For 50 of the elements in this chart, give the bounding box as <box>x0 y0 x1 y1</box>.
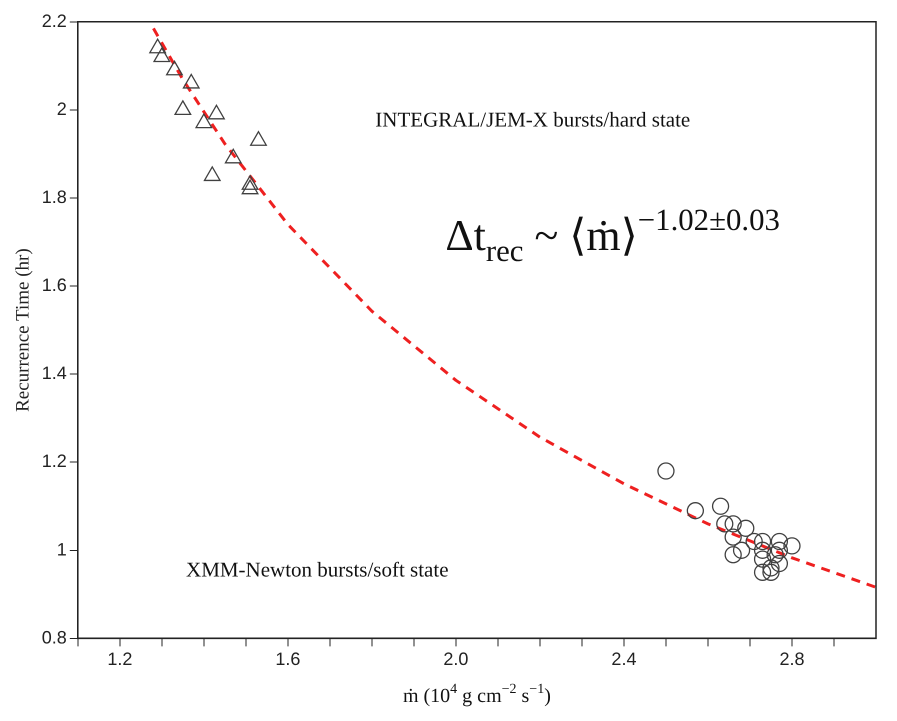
point <box>208 104 225 120</box>
point <box>686 502 704 520</box>
annotation: INTEGRAL/JEM-X bursts/hard state <box>375 108 690 132</box>
point <box>724 528 742 546</box>
point <box>783 537 801 555</box>
point <box>724 546 742 564</box>
annotation: XMM-Newton bursts/soft state <box>186 558 449 582</box>
point <box>224 148 242 164</box>
point <box>754 542 772 559</box>
y-tick-label: 2.2 <box>42 10 67 31</box>
y-tick-label: 1.4 <box>42 363 67 384</box>
x-tick-label: 1.2 <box>107 649 132 670</box>
point <box>770 532 788 550</box>
point <box>204 166 221 182</box>
point <box>766 546 784 564</box>
point <box>754 532 772 550</box>
point <box>657 462 675 480</box>
x-tick-label: 1.6 <box>275 649 300 670</box>
y-tick-label: 1.2 <box>42 451 67 472</box>
point <box>716 515 734 533</box>
point <box>712 498 730 515</box>
line-series <box>152 26 876 589</box>
point <box>166 60 183 76</box>
x-tick-label: 2.0 <box>443 649 468 670</box>
point <box>732 542 750 559</box>
y-axis-title: Recurrence Time (hr) <box>12 248 34 412</box>
point <box>746 532 763 550</box>
point <box>770 554 788 572</box>
y-tick-label: 1 <box>56 539 67 560</box>
point <box>153 47 170 62</box>
x-tick-label: 2.8 <box>779 649 804 670</box>
point <box>242 175 259 190</box>
y-tick-label: 2 <box>56 98 67 119</box>
point <box>149 38 166 54</box>
point <box>250 131 267 146</box>
point <box>182 74 200 89</box>
point <box>174 100 192 116</box>
y-tick-label: 1.6 <box>42 275 67 296</box>
point <box>770 542 788 559</box>
point <box>754 550 772 568</box>
point <box>754 564 772 581</box>
point <box>762 564 780 581</box>
y-tick-label: 1.8 <box>42 186 67 207</box>
y-tick-label: 0.8 <box>42 627 67 648</box>
point <box>762 559 780 577</box>
point <box>242 180 259 194</box>
point <box>195 113 212 128</box>
x-tick-label: 2.4 <box>611 649 636 670</box>
point <box>737 520 754 537</box>
point <box>724 515 742 533</box>
